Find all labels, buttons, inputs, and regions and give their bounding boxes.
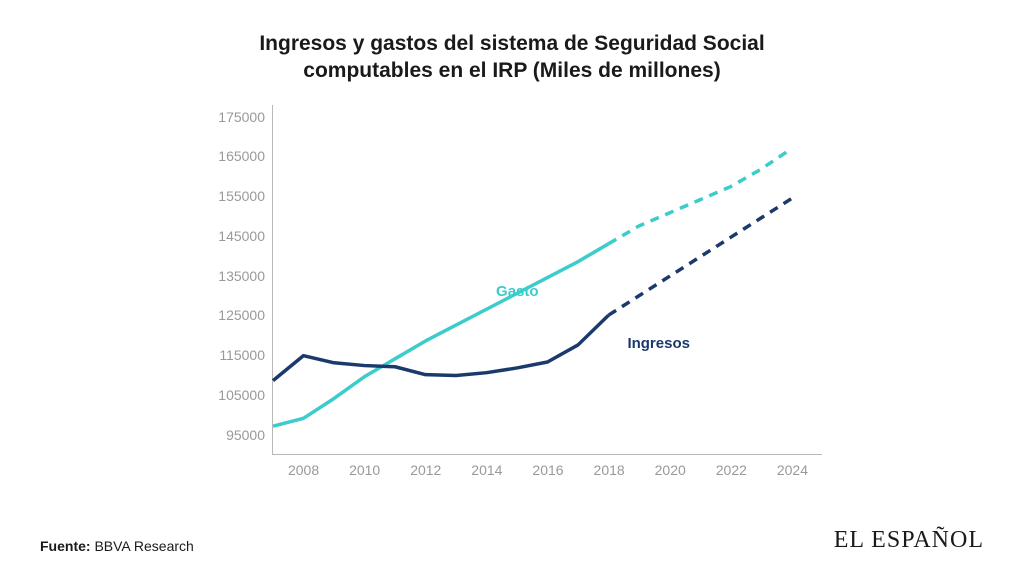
series-label: Gasto: [496, 283, 539, 300]
y-tick-label: 145000: [218, 228, 273, 244]
y-tick-label: 135000: [218, 268, 273, 284]
x-tick-label: 2010: [349, 454, 380, 478]
x-tick-label: 2016: [532, 454, 563, 478]
chart-title: Ingresos y gastos del sistema de Segurid…: [40, 30, 984, 85]
chart-svg: [273, 105, 822, 454]
source-value: BBVA Research: [94, 538, 193, 554]
y-tick-label: 95000: [226, 427, 273, 443]
title-line-2: computables en el IRP (Miles de millones…: [303, 59, 720, 82]
x-tick-label: 2008: [288, 454, 319, 478]
series-line-solid: [273, 315, 609, 380]
series-line-dashed: [609, 148, 792, 243]
x-tick-label: 2012: [410, 454, 441, 478]
title-line-1: Ingresos y gastos del sistema de Segurid…: [259, 32, 764, 55]
x-tick-label: 2018: [594, 454, 625, 478]
x-tick-label: 2014: [471, 454, 502, 478]
y-tick-label: 125000: [218, 307, 273, 323]
y-tick-label: 105000: [218, 387, 273, 403]
x-tick-label: 2022: [716, 454, 747, 478]
source-label: Fuente:: [40, 538, 91, 554]
y-tick-label: 115000: [219, 347, 273, 363]
x-tick-label: 2024: [777, 454, 808, 478]
chart-area: 95000 105000 115000 125000 135000 145000 15500…: [192, 95, 832, 495]
source-credit: Fuente: BBVA Research: [40, 538, 194, 554]
series-label: Ingresos: [627, 335, 690, 352]
y-tick-label: 175000: [218, 109, 273, 125]
y-tick-label: 165000: [218, 148, 273, 164]
x-tick-label: 2020: [655, 454, 686, 478]
plot-area: 9500010500011500012500013500014500015500…: [272, 105, 822, 455]
publisher-logo: EL ESPAÑOL: [834, 527, 984, 554]
series-line-solid: [273, 243, 609, 425]
y-tick-label: 155000: [218, 188, 273, 204]
series-line-dashed: [609, 198, 792, 315]
